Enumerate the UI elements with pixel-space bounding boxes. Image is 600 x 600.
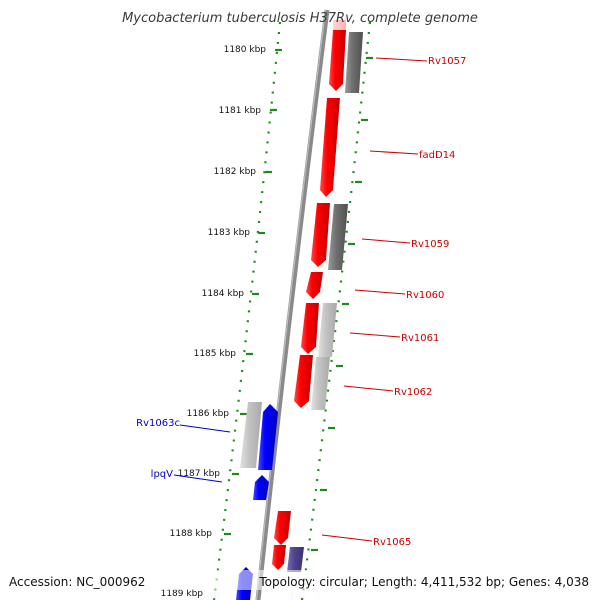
leader-rv1059	[361, 238, 411, 244]
forward-features	[272, 20, 346, 570]
gene-label-rv1060[interactable]: Rv1060	[406, 290, 444, 301]
leader-lpqv	[173, 474, 223, 483]
cds-arrow-rv1059	[311, 203, 330, 267]
feature-lightgray-rv1063c	[240, 402, 262, 468]
ruler-label: 1185 kbp	[194, 349, 237, 359]
gene-label-rv1063c[interactable]: Rv1063c	[136, 418, 180, 429]
leader-rv1057	[375, 57, 428, 62]
feature-purple-rv1065	[287, 547, 304, 572]
ruler-labels: 1180 kbp 1181 kbp 1182 kbp 1183 kbp 1184…	[161, 45, 267, 599]
gene-label-rv1059[interactable]: Rv1059	[411, 239, 449, 250]
gene-label-rv1062[interactable]: Rv1062	[394, 387, 432, 398]
gene-labels: Rv1057 fadD14 Rv1059 Rv1060 Rv1061 Rv106…	[136, 56, 466, 548]
cds-arrow-rv1065-a	[274, 511, 291, 545]
footer-backdrop	[0, 570, 600, 590]
cds-arrow-rv1063c	[258, 404, 278, 470]
cds-arrow-fadd14	[320, 98, 340, 197]
cds-arrow-rv1060	[306, 272, 323, 299]
leader-rv1061	[349, 332, 401, 338]
ruler-label: 1189 kbp	[161, 589, 204, 599]
sequence-backbone	[255, 9, 330, 600]
cds-arrow-rv1065-b	[272, 545, 286, 570]
ruler-label: 1188 kbp	[170, 529, 213, 539]
gene-label-fadd14[interactable]: fadD14	[419, 150, 455, 161]
misc-features	[240, 32, 363, 572]
leader-rv1060	[354, 289, 406, 295]
gene-label-lpqv[interactable]: lpqV	[151, 469, 173, 480]
ruler-label: 1184 kbp	[202, 289, 245, 299]
leader-fadd14	[369, 150, 419, 155]
sequence-backbone-highlight	[255, 9, 327, 600]
gene-label-rv1065[interactable]: Rv1065	[373, 537, 411, 548]
gene-label-rv1061[interactable]: Rv1061	[401, 333, 439, 344]
feature-lightgray-rv1062	[311, 357, 330, 410]
feature-lightgray-rv1061	[318, 303, 337, 357]
leader-rv1063c	[179, 424, 231, 433]
cds-arrow-rv1061	[301, 303, 319, 354]
ruler-label: 1187 kbp	[178, 469, 221, 479]
cds-arrow-rv1057	[329, 30, 346, 91]
accession-text: Accession: NC_000962	[9, 575, 145, 589]
ruler-label: 1182 kbp	[214, 167, 257, 177]
genome-title: Mycobacterium tuberculosis H37Rv, comple…	[122, 11, 478, 26]
ruler-label: 1186 kbp	[187, 409, 230, 419]
cds-arrow-rv1062	[294, 355, 313, 408]
cds-arrow-lpqv	[253, 475, 269, 500]
feature-gray-rv1059	[328, 204, 348, 270]
leader-rv1065	[321, 534, 373, 542]
ruler-label: 1181 kbp	[219, 106, 262, 116]
gene-label-rv1057[interactable]: Rv1057	[428, 56, 466, 67]
feature-gray-rv1057	[345, 32, 363, 93]
genome-summary-text: Topology: circular; Length: 4,411,532 bp…	[258, 575, 589, 589]
label-leaders	[173, 57, 428, 542]
cds-arrow-rv1057-pale	[333, 20, 346, 30]
ruler-ticks	[224, 48, 373, 552]
ruler-label: 1183 kbp	[208, 228, 251, 238]
ruler-label: 1180 kbp	[224, 45, 267, 55]
leader-rv1062	[343, 385, 394, 392]
